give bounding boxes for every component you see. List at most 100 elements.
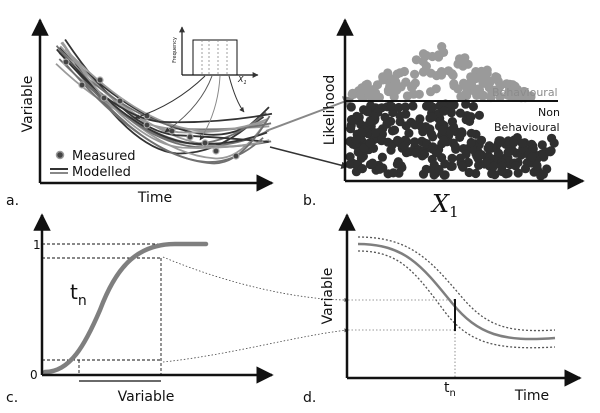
sample-point bbox=[415, 114, 425, 124]
panel-d-y-axis-label: Variable bbox=[320, 268, 336, 325]
measured-point bbox=[212, 147, 220, 155]
sample-point bbox=[495, 92, 505, 102]
measured-point bbox=[62, 58, 70, 66]
sample-point bbox=[434, 164, 444, 175]
sample-point bbox=[346, 124, 356, 134]
sample-point bbox=[450, 142, 460, 152]
sample-point bbox=[365, 116, 375, 126]
sample-point bbox=[375, 164, 385, 174]
sample-point bbox=[407, 83, 417, 93]
panel-a-label: a. bbox=[6, 193, 19, 209]
panel-c: 1 0 tn Variable c. bbox=[6, 213, 274, 406]
sample-point bbox=[457, 161, 467, 171]
sample-point bbox=[538, 169, 549, 179]
sample-point bbox=[449, 122, 459, 132]
legend-measured-label: Measured bbox=[72, 149, 136, 164]
sample-point bbox=[395, 111, 405, 121]
sample-point bbox=[447, 153, 457, 163]
sample-point bbox=[519, 88, 529, 98]
sample-point bbox=[367, 158, 378, 168]
inset-x-label: X1 bbox=[237, 75, 247, 86]
c-tick-one: 1 bbox=[33, 238, 41, 252]
sample-point bbox=[489, 161, 499, 171]
sample-point bbox=[487, 169, 497, 179]
sample-point bbox=[483, 143, 493, 153]
sample-point bbox=[411, 148, 421, 158]
sample-point bbox=[443, 66, 454, 76]
modelled-curve bbox=[64, 48, 269, 132]
legend-modelled-label: Modelled bbox=[72, 165, 131, 180]
d-tn-label: tn bbox=[444, 380, 456, 399]
sample-point bbox=[427, 112, 437, 122]
legend-measured-symbol bbox=[55, 150, 65, 160]
median-curve bbox=[357, 242, 556, 341]
sample-point bbox=[474, 110, 484, 120]
sample-point bbox=[404, 128, 414, 138]
sample-point bbox=[382, 119, 392, 129]
sample-point bbox=[422, 101, 432, 111]
sample-point bbox=[439, 135, 449, 145]
sample-point bbox=[456, 92, 466, 102]
sample-point bbox=[437, 125, 447, 135]
sample-point bbox=[410, 69, 420, 79]
sample-point bbox=[434, 52, 444, 62]
panel-a: Measured Modelled Variable Time a. Frequ… bbox=[6, 18, 274, 209]
inset-y-label: Frequency bbox=[172, 37, 178, 63]
sample-point bbox=[421, 164, 431, 174]
sample-point bbox=[520, 164, 531, 174]
panel-a-y-axis-label: Variable bbox=[20, 76, 36, 133]
sample-point bbox=[357, 164, 367, 174]
panel-d-x-axis-label: Time bbox=[514, 388, 549, 404]
panel-b-label: b. bbox=[303, 193, 316, 209]
measured-point bbox=[96, 76, 104, 84]
inset-histogram: Frequency X1 bbox=[172, 26, 259, 86]
sample-point bbox=[476, 135, 487, 145]
sample-point bbox=[365, 138, 375, 148]
sample-point bbox=[513, 168, 523, 178]
measured-point bbox=[186, 133, 194, 141]
inset-uniform-bar bbox=[192, 39, 238, 76]
sample-point bbox=[400, 102, 410, 112]
sample-point bbox=[392, 69, 402, 79]
measured-point bbox=[78, 81, 86, 89]
sample-point bbox=[377, 152, 387, 162]
connector-a-to-b-nonbehavioural bbox=[269, 146, 349, 169]
sample-point bbox=[467, 144, 477, 154]
sample-point bbox=[459, 78, 469, 88]
sample-point bbox=[408, 101, 418, 111]
sample-point bbox=[496, 136, 506, 146]
c-tick-zero: 0 bbox=[30, 368, 38, 382]
region-nonbehavioural-label: Behavioural bbox=[494, 121, 560, 134]
sample-point bbox=[545, 147, 555, 157]
sample-point bbox=[364, 88, 374, 98]
sample-point bbox=[509, 138, 519, 148]
lower-bound-curve bbox=[357, 250, 556, 349]
sample-point bbox=[466, 128, 476, 138]
panel-b-x-axis-label: X1 bbox=[430, 190, 459, 221]
sample-point bbox=[418, 127, 428, 137]
sample-point bbox=[501, 79, 512, 89]
sample-point bbox=[492, 72, 502, 82]
sample-point bbox=[357, 83, 367, 93]
modelled-curve bbox=[56, 48, 273, 124]
sample-point bbox=[549, 138, 559, 148]
sample-point bbox=[426, 129, 436, 139]
sample-point bbox=[537, 140, 547, 150]
sample-point bbox=[455, 54, 465, 64]
sample-point bbox=[473, 73, 483, 83]
sample-point bbox=[446, 102, 457, 112]
measured-points bbox=[62, 58, 240, 160]
sample-point bbox=[396, 82, 406, 92]
sample-point bbox=[374, 92, 384, 102]
sample-point bbox=[399, 141, 409, 151]
panel-a-x-axis-label: Time bbox=[137, 190, 172, 206]
modelled-curve bbox=[58, 48, 264, 163]
sample-point bbox=[418, 49, 429, 59]
sample-point bbox=[474, 150, 484, 160]
sample-point bbox=[504, 147, 514, 157]
sample-point bbox=[387, 82, 398, 92]
measured-point bbox=[232, 152, 240, 160]
sample-point bbox=[402, 91, 412, 101]
sample-point bbox=[362, 106, 372, 116]
